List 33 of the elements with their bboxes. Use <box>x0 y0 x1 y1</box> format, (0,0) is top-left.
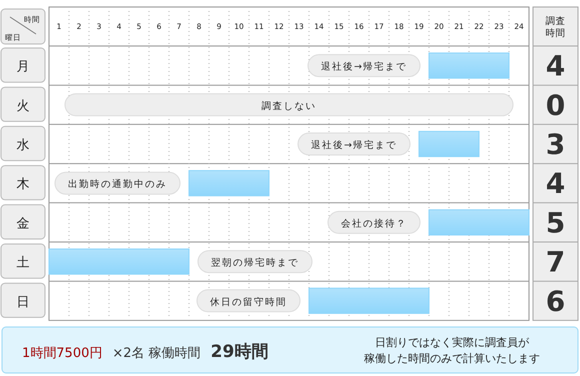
text: 1時間7500円 <box>22 346 102 361</box>
data-label: 7 <box>546 246 566 279</box>
annotation: 会社の接待？ <box>341 217 407 230</box>
bar <box>308 288 430 314</box>
bar <box>188 170 270 196</box>
y-tick-label: 火 <box>16 98 30 114</box>
annotation: 翌朝の帰宅時まで <box>211 256 299 269</box>
y-tick-label: 日 <box>16 294 30 310</box>
annotation: 退社後→帰宅まで <box>321 60 407 73</box>
annotation: 出勤時の通勤中のみ <box>68 178 167 190</box>
text: ×2名 稼働時間 <box>112 346 201 361</box>
y-tick-label: 木 <box>16 177 30 192</box>
data-label: 4 <box>546 167 566 200</box>
y-tick-label: 土 <box>16 256 30 271</box>
bar <box>418 130 480 158</box>
data-label: 3 <box>546 128 566 161</box>
data-label: 5 <box>546 206 566 240</box>
data-label: 0 <box>546 88 566 122</box>
y-tick-label: 金 <box>16 216 30 232</box>
bar <box>428 209 530 236</box>
data-label: 6 <box>546 284 566 318</box>
bar <box>428 52 510 79</box>
annotation: 退社後→帰宅まで <box>311 139 397 151</box>
bar <box>48 248 190 275</box>
text: 稼働した時間のみで計算いたします <box>364 352 540 365</box>
data-label: 4 <box>546 50 566 83</box>
text: 29時間 <box>210 342 268 362</box>
annotation: 休日の留守時間 <box>210 296 287 308</box>
y-tick-label: 水 <box>16 138 30 153</box>
text: 調査時間 <box>546 15 566 39</box>
annotation: 調査しない <box>262 100 316 112</box>
y-tick-label: 月 <box>16 60 30 75</box>
text: 日割りではなく実際に調査員が <box>375 336 530 349</box>
